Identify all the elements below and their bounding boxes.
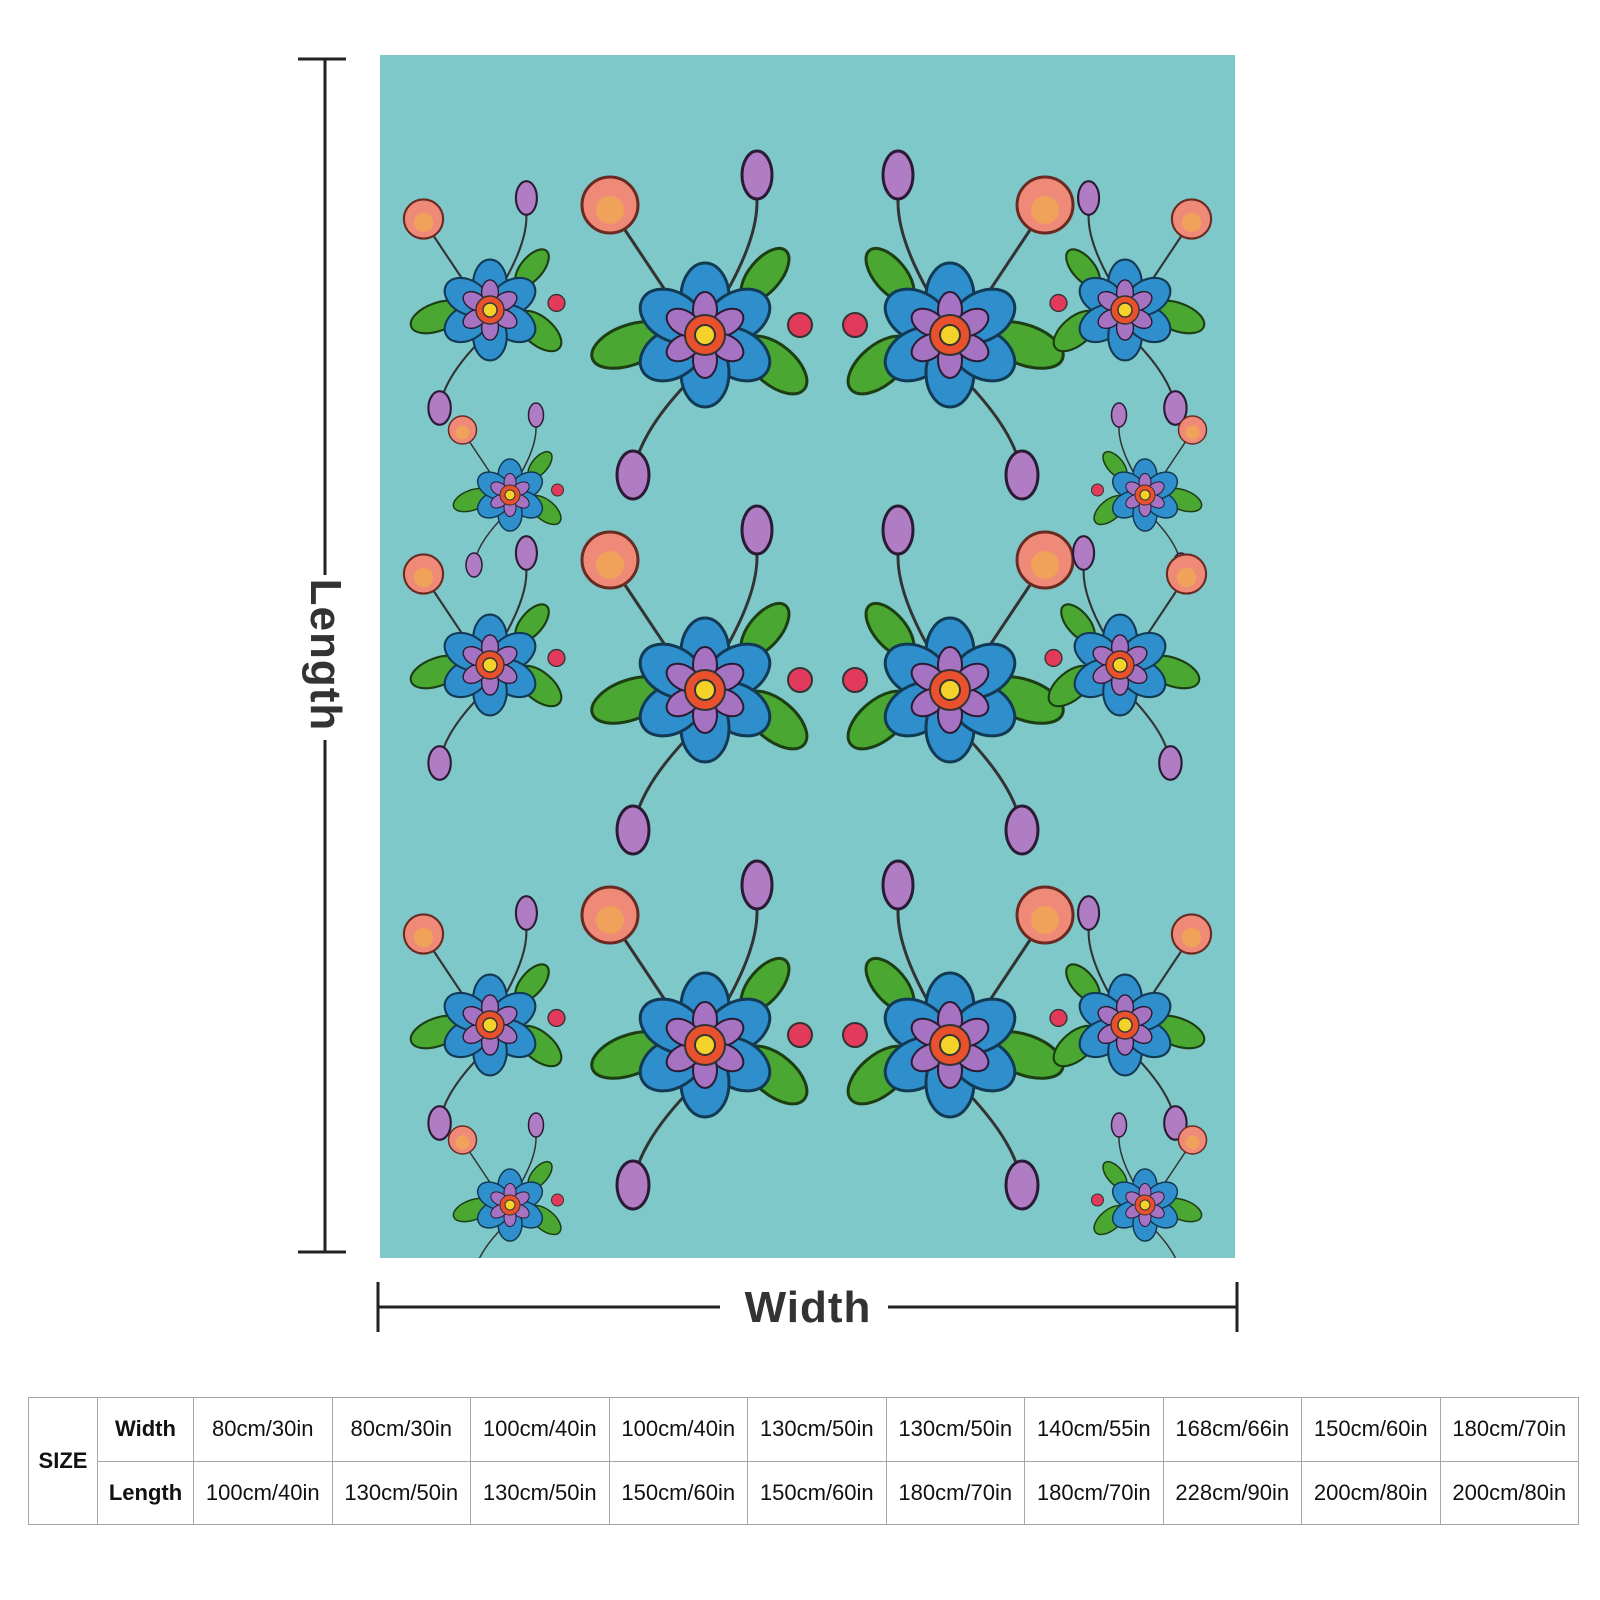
size-table: SIZE Width 80cm/30in 80cm/30in 100cm/40in 100… xyxy=(28,1397,1579,1525)
row-header: Width xyxy=(97,1397,194,1462)
size-cell: 130cm/50in xyxy=(470,1460,610,1525)
length-dimension xyxy=(298,57,346,1254)
size-cell: 200cm/80in xyxy=(1301,1460,1441,1525)
size-label: SIZE xyxy=(28,1397,98,1525)
size-cell: 80cm/30in xyxy=(331,1397,471,1462)
length-label: Length xyxy=(301,578,350,732)
row-header: Length xyxy=(97,1460,194,1525)
size-cell: 80cm/30in xyxy=(193,1397,333,1462)
size-cell: 150cm/60in xyxy=(1301,1397,1441,1462)
size-cell: 150cm/60in xyxy=(608,1460,748,1525)
product-illustration xyxy=(298,55,1239,1332)
size-cell: 130cm/50in xyxy=(331,1460,471,1525)
width-label: Width xyxy=(744,1283,872,1332)
size-cell: 168cm/66in xyxy=(1162,1397,1302,1462)
width-dimension xyxy=(376,1282,1239,1332)
size-cell: 100cm/40in xyxy=(193,1460,333,1525)
size-cell: 100cm/40in xyxy=(608,1397,748,1462)
size-cell: 130cm/50in xyxy=(885,1397,1025,1462)
size-cell: 150cm/60in xyxy=(747,1460,887,1525)
size-cell: 130cm/50in xyxy=(747,1397,887,1462)
size-cell: 100cm/40in xyxy=(470,1397,610,1462)
size-cell: 180cm/70in xyxy=(1439,1397,1579,1462)
table-row: Length 100cm/40in 130cm/50in 130cm/50in 150c… xyxy=(29,1460,1579,1525)
size-cell: 200cm/80in xyxy=(1439,1460,1579,1525)
size-cell: 140cm/55in xyxy=(1024,1397,1164,1462)
size-cell: 228cm/90in xyxy=(1162,1460,1302,1525)
table-row: SIZE Width 80cm/30in 80cm/30in 100cm/40in 100… xyxy=(28,1397,1579,1525)
size-cell: 180cm/70in xyxy=(1024,1460,1164,1525)
size-cell: 180cm/70in xyxy=(885,1460,1025,1525)
